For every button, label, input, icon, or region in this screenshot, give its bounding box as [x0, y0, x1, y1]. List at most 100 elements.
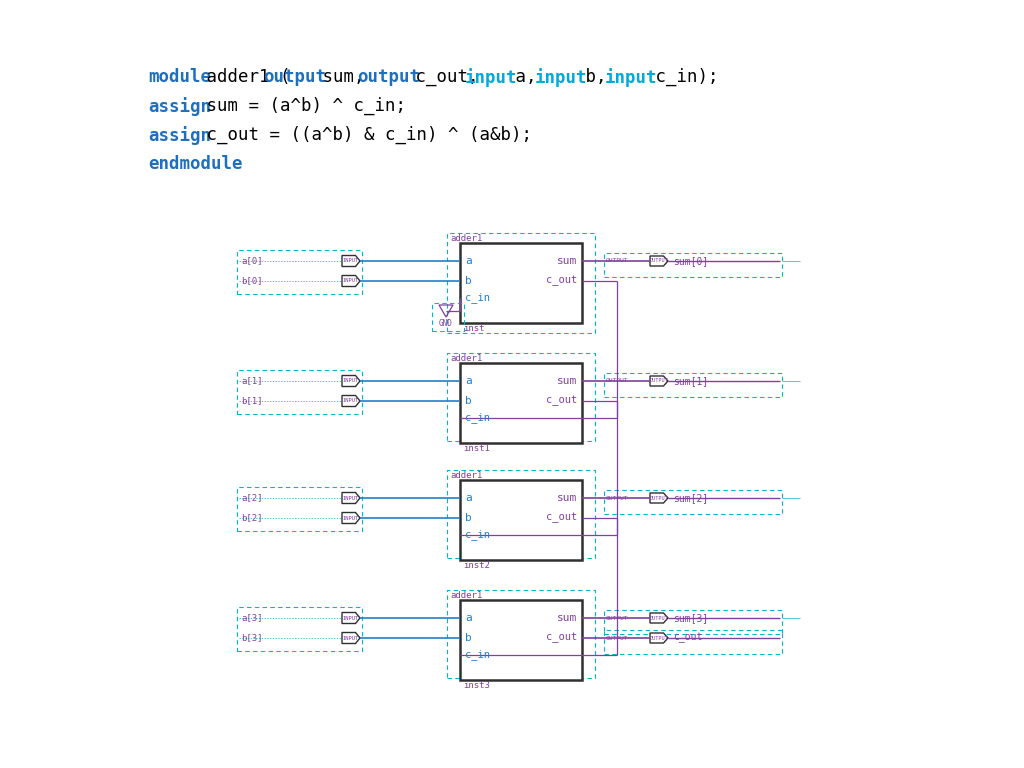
- Polygon shape: [650, 493, 668, 503]
- Polygon shape: [650, 613, 668, 623]
- Bar: [237, 487, 362, 531]
- Polygon shape: [650, 256, 668, 266]
- Text: inst2: inst2: [463, 561, 489, 570]
- Text: a: a: [465, 376, 472, 386]
- Text: c_in: c_in: [465, 412, 490, 423]
- Text: assign: assign: [148, 97, 211, 116]
- Polygon shape: [342, 396, 360, 406]
- Text: adder1: adder1: [450, 354, 482, 363]
- Polygon shape: [342, 256, 360, 266]
- Polygon shape: [342, 376, 360, 386]
- Bar: [604, 253, 782, 277]
- Text: output: output: [263, 68, 327, 86]
- Bar: [432, 303, 464, 331]
- Text: b[1]: b[1]: [241, 396, 262, 406]
- Text: b[0]: b[0]: [241, 276, 262, 286]
- Text: sum[0]: sum[0]: [673, 256, 709, 266]
- Text: input: input: [605, 68, 657, 87]
- Text: sum,: sum,: [311, 68, 375, 86]
- Text: c_out = ((a^b) & c_in) ^ (a&b);: c_out = ((a^b) & c_in) ^ (a&b);: [196, 126, 532, 144]
- Text: b: b: [465, 396, 472, 406]
- Text: output: output: [356, 68, 420, 86]
- Text: c_out: c_out: [546, 396, 577, 406]
- Text: a: a: [465, 256, 472, 266]
- Text: OUTPUT: OUTPUT: [606, 635, 629, 641]
- Text: c_out: c_out: [546, 276, 577, 286]
- Text: OUTPUT: OUTPUT: [606, 379, 629, 383]
- Text: a[2]: a[2]: [241, 494, 262, 502]
- Text: OUTPUT: OUTPUT: [649, 259, 669, 263]
- Text: OUTPUT: OUTPUT: [649, 615, 669, 621]
- Text: a,: a,: [505, 68, 547, 86]
- Bar: [604, 490, 782, 514]
- Text: sum: sum: [557, 493, 577, 503]
- Text: a: a: [465, 613, 472, 623]
- Polygon shape: [650, 633, 668, 643]
- Text: a[1]: a[1]: [241, 376, 262, 386]
- Bar: [447, 233, 595, 333]
- Text: OUTPUT: OUTPUT: [606, 259, 629, 263]
- Text: a[3]: a[3]: [241, 614, 262, 623]
- Text: c_out: c_out: [673, 633, 702, 644]
- Text: c_in);: c_in);: [645, 68, 719, 86]
- Bar: [460, 600, 582, 680]
- Text: b[3]: b[3]: [241, 634, 262, 643]
- Text: c_out,: c_out,: [404, 68, 488, 86]
- Text: adder1: adder1: [450, 234, 482, 243]
- Polygon shape: [342, 512, 360, 524]
- Text: a[0]: a[0]: [241, 257, 262, 266]
- Bar: [604, 610, 782, 634]
- Text: c_in: c_in: [465, 293, 490, 303]
- Text: sum[1]: sum[1]: [673, 376, 709, 386]
- Text: INPUT: INPUT: [343, 495, 359, 501]
- Polygon shape: [342, 613, 360, 624]
- Bar: [447, 470, 595, 558]
- Text: INPUT: INPUT: [343, 615, 359, 621]
- Bar: [447, 353, 595, 441]
- Text: b: b: [465, 633, 472, 643]
- Text: OUTPUT: OUTPUT: [649, 495, 669, 501]
- Text: adder1: adder1: [450, 591, 482, 600]
- Bar: [237, 370, 362, 414]
- Text: sum: sum: [557, 613, 577, 623]
- Text: c_in: c_in: [465, 650, 490, 660]
- Bar: [460, 243, 582, 323]
- Text: adder1: adder1: [450, 471, 482, 480]
- Bar: [237, 607, 362, 651]
- Text: module: module: [148, 68, 211, 86]
- Text: OUTPUT: OUTPUT: [649, 635, 669, 641]
- Text: inst3: inst3: [463, 681, 489, 690]
- Text: INPUT: INPUT: [343, 279, 359, 283]
- Text: c_in: c_in: [465, 530, 490, 541]
- Bar: [604, 373, 782, 397]
- Text: OUTPUT: OUTPUT: [606, 615, 629, 621]
- Text: endmodule: endmodule: [148, 155, 243, 173]
- Bar: [237, 250, 362, 294]
- Text: a: a: [465, 493, 472, 503]
- Bar: [460, 480, 582, 560]
- Text: b: b: [465, 276, 472, 286]
- Text: INPUT: INPUT: [343, 399, 359, 403]
- Text: INPUT: INPUT: [343, 259, 359, 263]
- Polygon shape: [342, 633, 360, 644]
- Text: INPUT: INPUT: [343, 379, 359, 383]
- Text: assign: assign: [148, 126, 211, 145]
- Text: sum = (a^b) ^ c_in;: sum = (a^b) ^ c_in;: [196, 97, 406, 115]
- Bar: [460, 363, 582, 443]
- Bar: [604, 630, 782, 654]
- Text: INPUT: INPUT: [343, 515, 359, 521]
- Bar: [447, 590, 595, 678]
- Text: sum: sum: [557, 376, 577, 386]
- Text: c_out: c_out: [546, 633, 577, 644]
- Text: adder1 (: adder1 (: [196, 68, 291, 86]
- Text: GND: GND: [439, 319, 453, 328]
- Text: input: input: [465, 68, 517, 87]
- Text: OUTPUT: OUTPUT: [606, 495, 629, 501]
- Text: inst1: inst1: [463, 444, 489, 453]
- Text: sum[3]: sum[3]: [673, 613, 709, 623]
- Text: input: input: [535, 68, 588, 87]
- Text: sum: sum: [557, 256, 577, 266]
- Text: INPUT: INPUT: [343, 635, 359, 641]
- Text: b,: b,: [574, 68, 616, 86]
- Text: b: b: [465, 513, 472, 523]
